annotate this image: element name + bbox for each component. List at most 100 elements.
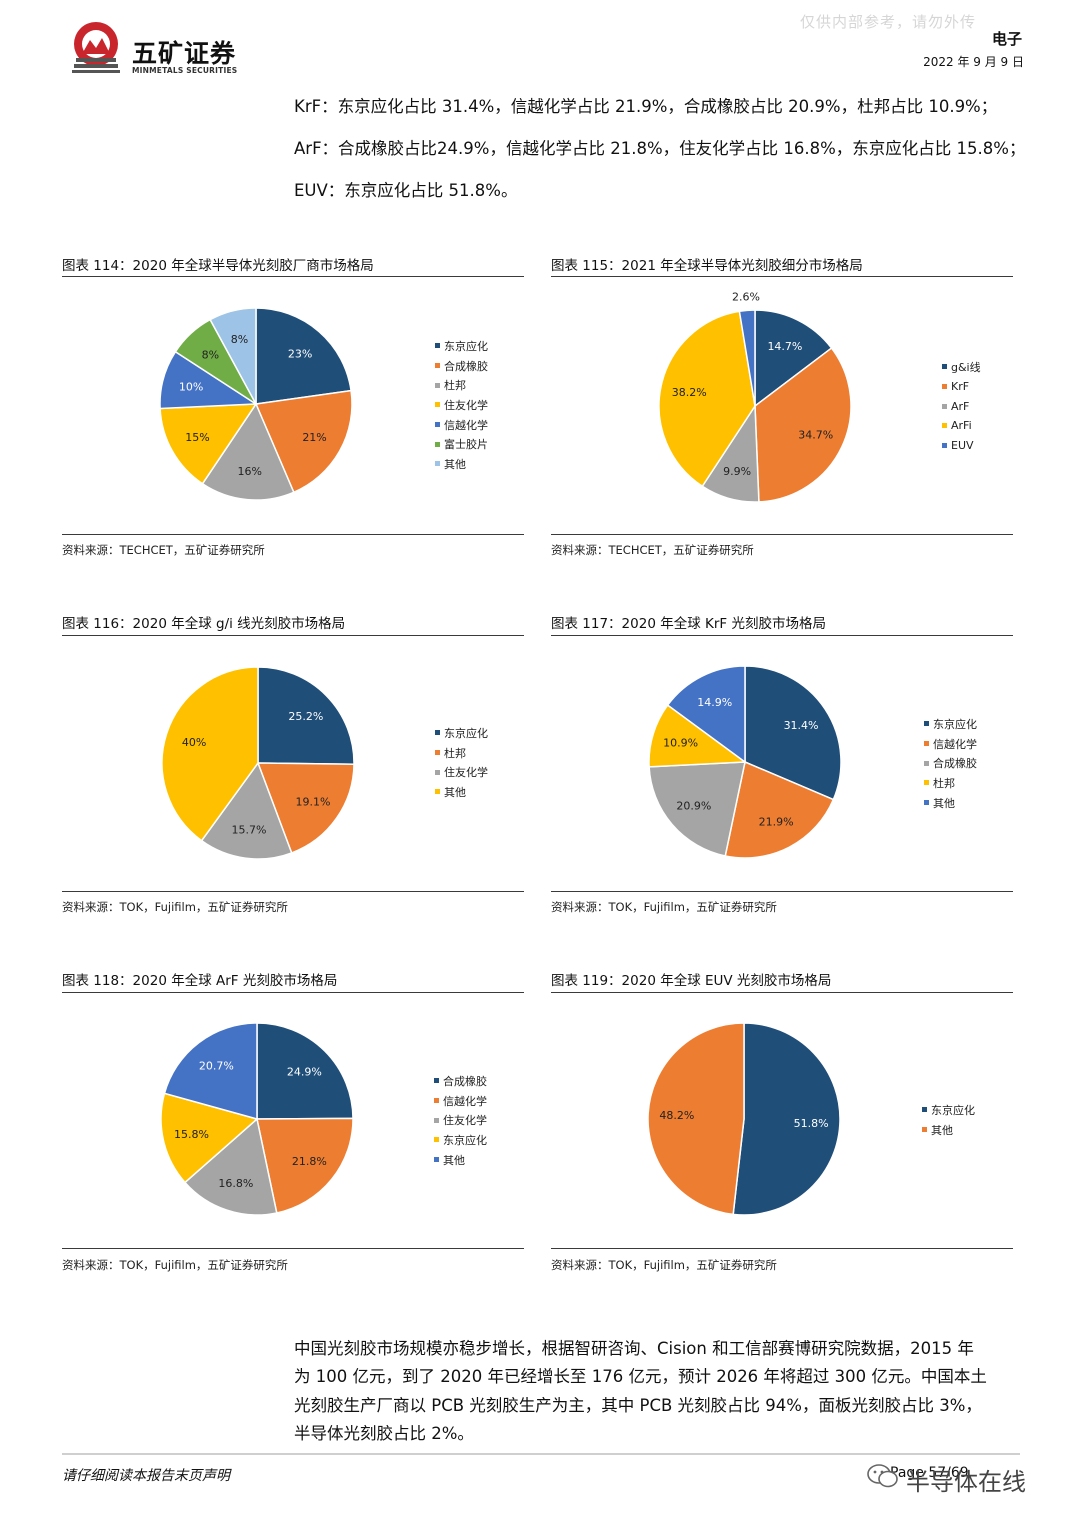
legend-label: 东京应化 (931, 1103, 975, 1117)
figure-115-source: 资料来源：TECHCET，五矿证券研究所 (551, 543, 754, 557)
figure-118-title: 图表 118：2020 年全球 ArF 光刻胶市场格局 (62, 973, 338, 989)
figure-115-top-rule (551, 276, 1013, 277)
pie-label-杜邦: 16% (238, 465, 262, 478)
legend-item: 其他 (435, 454, 488, 474)
legend-label: 住友化学 (444, 766, 488, 780)
figure-119-title: 图表 119：2020 年全球 EUV 光刻胶市场格局 (551, 973, 832, 989)
legend-item: 杜邦 (924, 773, 977, 793)
figure-114-bottom-rule (62, 534, 524, 535)
legend-label: 杜邦 (444, 746, 466, 760)
pie-slice-富士胶片 (174, 318, 257, 405)
body-line-2: 为 100 亿元，到了 2020 年已经增长至 176 亿元，预计 2026 年… (294, 1367, 987, 1387)
pie-slice-其他 (161, 666, 259, 842)
wechat-account-name: 半导体在线 (906, 1468, 1026, 1496)
pie-slice-东京应化 (732, 1022, 841, 1216)
pie-slice-其他 (647, 1022, 745, 1216)
figure-114-top-rule (62, 276, 524, 277)
pie-label-EUV: 2.6% (732, 290, 760, 303)
intro-line-3: EUV：东京应化占比 51.8%。 (294, 181, 518, 200)
figure-116-source: 资料来源：TOK，Fujifilm，五矿证券研究所 (62, 900, 288, 914)
pie-label-合成橡胶: 21% (302, 431, 326, 444)
legend-label: 住友化学 (444, 398, 488, 412)
legend-swatch (435, 769, 440, 775)
legend-item: 东京应化 (434, 1130, 487, 1150)
legend-swatch (924, 741, 929, 747)
figure-118-bottom-rule (62, 1248, 524, 1249)
legend-item: 东京应化 (922, 1100, 975, 1120)
pie-label-东京应化: 51.8% (794, 1117, 829, 1130)
figure-114-legend: 东京应化 合成橡胶 杜邦 住友化学 信越化学 富士胶片 其他 (435, 336, 488, 474)
figure-119-bottom-rule (551, 1248, 1013, 1249)
footer-rule (62, 1453, 1020, 1455)
legend-label: 住友化学 (443, 1114, 487, 1128)
figure-115-legend: g&i线 KrF ArF ArFi EUV (942, 357, 981, 455)
pie-label-ArFi: 38.2% (672, 386, 707, 399)
legend-swatch (435, 422, 440, 428)
legend-swatch (924, 760, 929, 766)
legend-item: ArFi (942, 416, 981, 436)
pie-label-其他: 20.7% (199, 1060, 234, 1073)
figure-115-bottom-rule (551, 534, 1013, 535)
legend-item: 住友化学 (435, 395, 488, 415)
legend-label: 东京应化 (444, 339, 488, 353)
pie-label-其他: 14.9% (697, 696, 732, 709)
legend-swatch (435, 789, 440, 795)
company-logo (68, 20, 124, 74)
pie-slice-KrF (754, 346, 852, 503)
legend-swatch (924, 780, 929, 786)
pie-slice-信越化学 (724, 760, 835, 859)
pie-label-东京应化: 23% (288, 347, 312, 360)
legend-item: 杜邦 (435, 375, 488, 395)
legend-swatch (924, 800, 929, 806)
pie-slice-东京应化 (744, 665, 842, 801)
legend-swatch (942, 423, 947, 429)
pie-slice-杜邦 (201, 402, 295, 501)
pie-slice-合成橡胶 (648, 761, 746, 857)
pie-label-ArF: 9.9% (723, 465, 751, 478)
pie-label-东京应化: 31.4% (784, 719, 819, 732)
legend-label: 其他 (444, 785, 466, 799)
legend-swatch (942, 443, 947, 449)
legend-label: 合成橡胶 (933, 757, 977, 771)
legend-item: 东京应化 (435, 336, 488, 356)
report-date: 2022 年 9 月 9 日 (923, 55, 1024, 69)
figure-117-bottom-rule (551, 891, 1013, 892)
intro-line-1: KrF：东京应化占比 31.4%，信越化学占比 21.9%，合成橡胶占比 20.… (294, 97, 998, 116)
legend-swatch (435, 402, 440, 408)
legend-swatch (924, 721, 929, 727)
pie-slice-其他 (163, 1022, 258, 1120)
legend-item: 信越化学 (434, 1091, 487, 1111)
legend-item: ArF (942, 396, 981, 416)
legend-label: ArFi (951, 419, 972, 433)
legend-item: EUV (942, 436, 981, 456)
pie-label-住友化学: 16.8% (218, 1177, 253, 1190)
confidential-watermark: 仅供内部参考，请勿外传 (800, 13, 977, 31)
pie-label-信越化学: 10% (179, 380, 203, 393)
legend-label: EUV (951, 439, 974, 453)
figure-117-top-rule (551, 635, 1013, 636)
legend-label: 合成橡胶 (444, 359, 488, 373)
pie-label-东京应化: 15.8% (174, 1128, 209, 1141)
report-category: 电子 (991, 30, 1022, 48)
legend-label: 杜邦 (444, 379, 466, 393)
legend-label: 其他 (443, 1153, 465, 1167)
pie-label-住友化学: 15.7% (231, 824, 266, 837)
legend-label: 其他 (931, 1123, 953, 1137)
footer-disclaimer: 请仔细阅读本报告末页声明 (62, 1468, 230, 1484)
intro-line-2: ArF：合成橡胶占比24.9%，信越化学占比 21.8%，住友化学占比 16.8… (294, 139, 1026, 158)
legend-swatch (435, 730, 440, 736)
pie-slice-ArFi (658, 310, 756, 488)
pie-label-富士胶片: 8% (202, 349, 219, 362)
body-line-3: 光刻胶生产厂商以 PCB 光刻胶生产为主，其中 PCB 光刻胶占比 94%，面板… (294, 1395, 982, 1415)
legend-swatch (435, 441, 440, 447)
figure-117-title: 图表 117：2020 年全球 KrF 光刻胶市场格局 (551, 616, 826, 632)
pie-label-杜邦: 19.1% (296, 796, 331, 809)
pie-slice-杜邦 (256, 762, 355, 854)
legend-label: g&i线 (951, 360, 981, 374)
legend-label: 合成橡胶 (443, 1074, 487, 1088)
pie-slice-其他 (209, 307, 257, 405)
